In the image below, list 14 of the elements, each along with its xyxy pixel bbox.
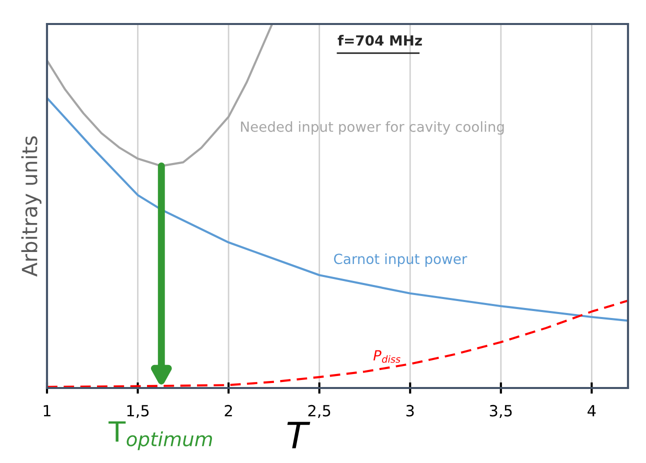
x-tick-label: 3: [406, 404, 414, 416]
x-tick-label: 2: [224, 404, 232, 416]
x-tick-label: 2,5: [308, 404, 330, 418]
x-tick-label: 1,5: [127, 405, 149, 418]
x-tick-label: 4: [588, 405, 596, 416]
annotation: f=704 MHz: [338, 34, 422, 46]
annotation: T$_{optimum}$: [108, 421, 212, 450]
series-label: P$_{diss}$: [373, 350, 400, 363]
x-tick-label: 1: [44, 405, 50, 416]
series-label: Carnot input power: [334, 253, 468, 267]
y-axis-title: Arbitray units: [21, 136, 42, 277]
x-axis-title: T: [287, 422, 310, 448]
series-label: Needed input power for cavity cooling: [241, 121, 504, 135]
x-tick-label: 3,5: [490, 404, 512, 418]
